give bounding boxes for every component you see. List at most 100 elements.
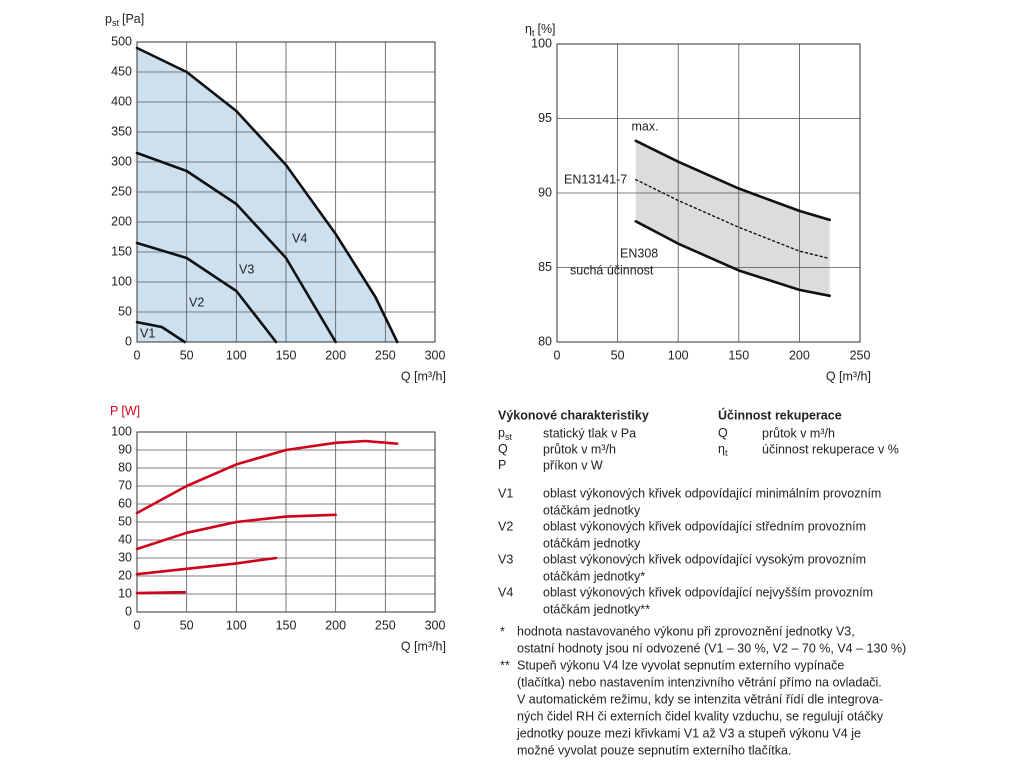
series-line (135, 320, 186, 344)
definition-line: otáčkám jednotky* (543, 569, 645, 583)
legend-title: Výkonové charakteristiky (498, 408, 649, 422)
symbol: P (110, 404, 118, 418)
y-tick-label: 450 (111, 64, 132, 78)
symbol: p (498, 426, 505, 440)
x-tick-label: 200 (325, 618, 346, 632)
annotation: suchá účinnost (570, 263, 654, 277)
series-line (135, 151, 337, 344)
x-tick-label: 250 (375, 348, 396, 362)
y-tick-label: 95 (538, 111, 552, 125)
definition-symbol: V4 (498, 585, 513, 599)
y-tick-label: 20 (118, 568, 132, 582)
symbol-label: pst [Pa] (105, 12, 144, 28)
subscript: t (725, 448, 728, 458)
x-tick-label: 0 (134, 618, 141, 632)
symbol-label: P [W] (110, 404, 140, 418)
y-tick-label: 80 (538, 334, 552, 348)
series-line (634, 220, 831, 298)
series-line (135, 513, 337, 551)
subscript: st (505, 432, 513, 442)
y-tick-label: 60 (118, 496, 132, 510)
symbol: η (718, 442, 725, 456)
x-tick-label: 100 (226, 348, 247, 362)
symbol-text: účinnost rekuperace v % (762, 442, 899, 456)
y-tick-label: 85 (538, 260, 552, 274)
footnote-marker: ** (500, 658, 510, 672)
band-fill (635, 140, 830, 296)
symbol: p (105, 12, 112, 26)
definition-line: oblast výkonových křivek odpovídající st… (543, 519, 866, 533)
x-tick-label: 200 (325, 348, 346, 362)
x-axis-label: Q [m³/h] (401, 369, 446, 383)
y-tick-label: 100 (111, 274, 132, 288)
definition-line: oblast výkonových křivek odpovídající mi… (543, 486, 881, 500)
plot-frame (136, 41, 436, 343)
area-fill (137, 48, 398, 342)
series-label: V2 (189, 295, 204, 309)
x-tick-label: 150 (276, 618, 297, 632)
y-tick-label: 500 (111, 34, 132, 48)
series-line (635, 178, 831, 260)
series-line (135, 556, 278, 576)
y-tick-label: 70 (118, 478, 132, 492)
subscript: st (112, 18, 120, 28)
x-tick-label: 50 (611, 348, 625, 362)
series-line (634, 139, 831, 222)
y-tick-label: 250 (111, 184, 132, 198)
unit: [Pa] (122, 12, 144, 26)
x-tick-label: 150 (728, 348, 749, 362)
series-label: EN13141-7 (564, 172, 627, 186)
y-tick-label: 300 (111, 154, 132, 168)
symbol-label: P (498, 458, 506, 472)
unit: [%] (537, 22, 555, 36)
symbol-text: průtok v m³/h (543, 442, 616, 456)
x-tick-label: 300 (425, 348, 446, 362)
x-tick-label: 300 (425, 618, 446, 632)
definition-line: oblast výkonových křivek odpovídající vy… (543, 552, 866, 566)
definition-line: otáčkám jednotky** (543, 602, 650, 616)
x-tick-label: 50 (180, 618, 194, 632)
symbol-text: statický tlak v Pa (543, 426, 636, 440)
x-tick-label: 100 (668, 348, 689, 362)
symbol-text: příkon v W (543, 458, 603, 472)
plot-frame (136, 431, 436, 613)
x-tick-label: 0 (554, 348, 561, 362)
symbol-label: Q (718, 426, 728, 440)
symbol-label: ηt (718, 442, 728, 458)
y-tick-label: 100 (111, 424, 132, 438)
definition-symbol: V2 (498, 519, 513, 533)
series-label: EN308 (620, 246, 658, 260)
series-label: max. (631, 119, 658, 133)
footnote-line: Stupeň výkonu V4 lze vyvolat sepnutím ex… (517, 658, 844, 672)
y-tick-label: 400 (111, 94, 132, 108)
y-tick-label: 150 (111, 244, 132, 258)
symbol: Q (718, 426, 728, 440)
y-tick-label: 0 (125, 604, 132, 618)
symbol: P (498, 458, 506, 472)
x-tick-label: 0 (134, 348, 141, 362)
y-tick-label: 30 (118, 550, 132, 564)
definition-line: otáčkám jednotky (543, 536, 641, 550)
footnote-line: V automatickém režimu, kdy se intenzita … (517, 692, 883, 706)
series-label: V4 (292, 231, 307, 245)
definition-line: otáčkám jednotky (543, 503, 641, 517)
series-line (135, 439, 399, 515)
symbol-label: Q (498, 442, 508, 456)
y-tick-label: 350 (111, 124, 132, 138)
footnote-line: ných čidel RH či externích čidel kvality… (517, 709, 884, 723)
series-line (135, 590, 186, 595)
series-label: V1 (140, 326, 155, 340)
definition-symbol: V1 (498, 486, 513, 500)
x-axis-label: Q [m³/h] (826, 369, 871, 383)
symbol: Q (498, 442, 508, 456)
legend-title: Účinnost rekuperace (718, 407, 842, 422)
footnote-line: hodnota nastavovaného výkonu při zprovoz… (517, 624, 855, 638)
footnote-line: ostatní hodnoty jsou ní odvozené (V1 – 3… (517, 641, 906, 655)
x-tick-label: 200 (789, 348, 810, 362)
definition-line: oblast výkonových křivek odpovídající ne… (543, 585, 873, 599)
unit: [W] (121, 404, 140, 418)
symbol-label: ηt [%] (525, 22, 556, 38)
series-line (135, 46, 399, 344)
